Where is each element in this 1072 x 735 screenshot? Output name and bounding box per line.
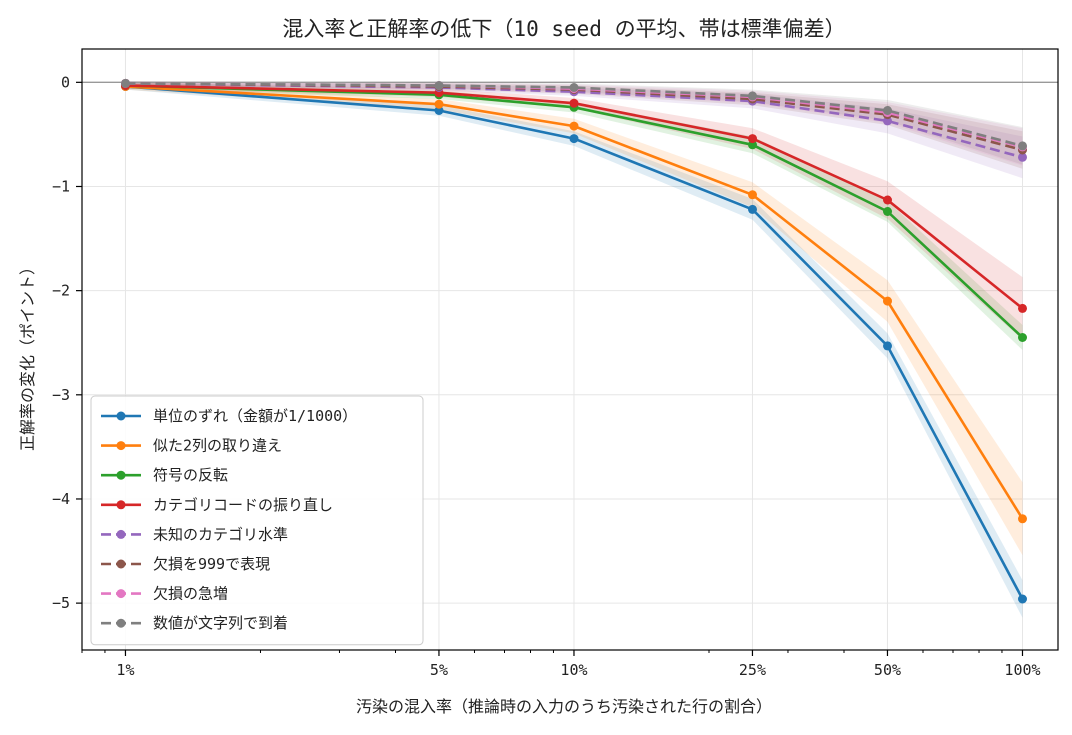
series-lines xyxy=(121,78,1027,604)
legend-marker xyxy=(116,441,126,451)
std-bands xyxy=(125,81,1023,618)
y-tick-label: −5 xyxy=(52,594,70,612)
legend-item-7: 欠損の急増 xyxy=(101,585,228,603)
legend-item-3: 符号の反転 xyxy=(101,466,228,484)
data-point xyxy=(121,78,130,88)
std-band-6 xyxy=(125,81,1023,169)
plot-frame xyxy=(81,48,1059,651)
legend-label: 符号の反転 xyxy=(153,466,228,484)
legend-marker xyxy=(116,529,126,539)
std-band-8 xyxy=(125,81,1023,165)
data-point xyxy=(1018,333,1027,342)
plot-border xyxy=(81,48,1059,651)
y-tick-label: −2 xyxy=(52,282,70,300)
y-tick-label: 0 xyxy=(61,73,70,91)
x-tick-label: 1% xyxy=(116,661,134,679)
data-point xyxy=(1018,514,1027,524)
data-point xyxy=(569,121,579,131)
y-tick-label: −1 xyxy=(52,177,70,195)
data-point xyxy=(748,190,757,200)
legend-marker xyxy=(116,470,126,480)
data-point xyxy=(1018,141,1027,151)
legend-item-1: 単位のずれ（金額が1/1000） xyxy=(101,407,357,425)
data-point xyxy=(748,204,757,214)
legend-item-4: カテゴリコードの振り直し xyxy=(101,496,333,514)
x-tick-label: 10% xyxy=(560,661,587,679)
x-axis-label: 汚染の混入率（推論時の入力のうち汚染された行の割合） xyxy=(356,697,772,716)
data-point xyxy=(748,91,757,101)
legend-label: 未知のカテゴリ水準 xyxy=(153,525,288,543)
data-point xyxy=(569,83,579,92)
data-point xyxy=(748,134,757,144)
data-point xyxy=(883,116,892,126)
legend-label: カテゴリコードの振り直し xyxy=(153,496,333,514)
legend-label: 似た2列の取り違え xyxy=(153,437,282,455)
std-band-4 xyxy=(125,82,1023,340)
data-point xyxy=(883,341,892,351)
data-point xyxy=(434,106,444,115)
legend-box xyxy=(90,395,424,646)
data-point xyxy=(434,81,444,90)
series-8 xyxy=(121,78,1027,151)
legend-marker xyxy=(116,559,126,569)
x-tick-label: 50% xyxy=(874,661,901,679)
std-band-5 xyxy=(125,81,1023,179)
series-line xyxy=(125,84,1024,339)
x-tick-label: 25% xyxy=(739,661,766,679)
data-point xyxy=(1018,594,1027,604)
legend-item-6: 欠損を999で表現 xyxy=(101,555,270,573)
data-point xyxy=(569,98,579,108)
legend-label: 数値が文字列で到着 xyxy=(153,614,288,632)
legend-label: 欠損の急増 xyxy=(153,585,228,603)
chart-title: 混入率と正解率の低下（10 seed の平均、帯は標準偏差） xyxy=(282,17,845,41)
x-tick-label: 5% xyxy=(430,661,448,679)
data-point xyxy=(883,296,892,306)
data-point xyxy=(883,195,892,205)
legend-item-8: 数値が文字列で到着 xyxy=(101,614,288,632)
legend-label: 単位のずれ（金額が1/1000） xyxy=(153,407,357,425)
legend-marker xyxy=(116,589,126,599)
series-line xyxy=(125,85,1024,520)
data-point xyxy=(1018,152,1027,162)
y-axis-label: 正解率の変化（ポイント） xyxy=(18,259,37,451)
legend-marker xyxy=(116,500,126,510)
series-line xyxy=(125,84,1024,310)
data-point xyxy=(434,99,444,109)
data-point xyxy=(1018,303,1027,313)
data-point xyxy=(569,134,579,144)
legend-item-2: 似た2列の取り違え xyxy=(101,437,282,455)
axis-ticks: 1% 5% 10% 25% 50% 100% 0 −1 −2 −3 −4 −5 xyxy=(52,73,1041,679)
series-line xyxy=(125,82,1023,148)
series-line xyxy=(125,85,1024,600)
data-point xyxy=(883,207,892,216)
legend-label: 欠損を999で表現 xyxy=(153,555,270,573)
y-tick-label: −3 xyxy=(52,386,70,404)
data-point xyxy=(883,106,892,115)
series-2 xyxy=(121,82,1027,524)
y-tick-label: −4 xyxy=(52,490,70,508)
x-tick-label: 100% xyxy=(1004,661,1040,679)
data-point xyxy=(748,140,757,150)
legend-marker xyxy=(116,411,126,421)
std-band-7 xyxy=(125,81,1023,166)
legend-marker xyxy=(116,618,126,628)
legend: 単位のずれ（金額が1/1000） 似た2列の取り違え符号の反転カテゴリコードの振り… xyxy=(90,395,424,646)
legend-item-5: 未知のカテゴリ水準 xyxy=(101,525,288,543)
